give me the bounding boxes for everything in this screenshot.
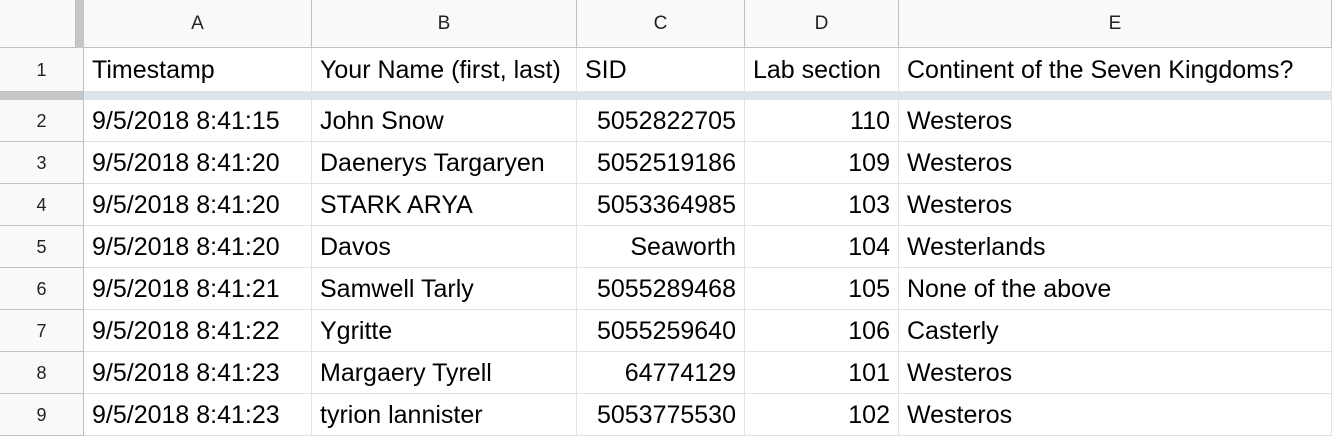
cell-b5[interactable]: Davos <box>312 226 577 268</box>
frozen-row-divider[interactable] <box>0 92 1332 100</box>
cell-d4[interactable]: 103 <box>745 184 899 226</box>
cell-a3[interactable]: 9/5/2018 8:41:20 <box>84 142 312 184</box>
row-header-6[interactable]: 6 <box>0 268 84 310</box>
cell-e8[interactable]: Westeros <box>899 352 1332 394</box>
cell-b7[interactable]: Ygritte <box>312 310 577 352</box>
cell-d2[interactable]: 110 <box>745 100 899 142</box>
row-header-3[interactable]: 3 <box>0 142 84 184</box>
cell-c8[interactable]: 64774129 <box>577 352 745 394</box>
cell-c3[interactable]: 5052519186 <box>577 142 745 184</box>
cell-a7[interactable]: 9/5/2018 8:41:22 <box>84 310 312 352</box>
cell-a2[interactable]: 9/5/2018 8:41:15 <box>84 100 312 142</box>
column-header-b[interactable]: B <box>312 0 577 48</box>
row-header-5[interactable]: 5 <box>0 226 84 268</box>
cell-b2[interactable]: John Snow <box>312 100 577 142</box>
column-header-c[interactable]: C <box>577 0 745 48</box>
cell-a8[interactable]: 9/5/2018 8:41:23 <box>84 352 312 394</box>
column-header-a[interactable]: A <box>84 0 312 48</box>
row-header-4[interactable]: 4 <box>0 184 84 226</box>
row-header-8[interactable]: 8 <box>0 352 84 394</box>
cell-e5[interactable]: Westerlands <box>899 226 1332 268</box>
cell-e2[interactable]: Westeros <box>899 100 1332 142</box>
cell-d1[interactable]: Lab section <box>745 48 899 92</box>
cell-a4[interactable]: 9/5/2018 8:41:20 <box>84 184 312 226</box>
cell-e4[interactable]: Westeros <box>899 184 1332 226</box>
cell-e9[interactable]: Westeros <box>899 394 1332 436</box>
cell-e1[interactable]: Continent of the Seven Kingdoms? <box>899 48 1332 92</box>
select-all-corner[interactable] <box>0 0 76 48</box>
cell-d8[interactable]: 101 <box>745 352 899 394</box>
frozen-column-handle[interactable] <box>76 0 84 48</box>
row-header-7[interactable]: 7 <box>0 310 84 352</box>
cell-b1[interactable]: Your Name (first, last) <box>312 48 577 92</box>
cell-b3[interactable]: Daenerys Targaryen <box>312 142 577 184</box>
cell-d5[interactable]: 104 <box>745 226 899 268</box>
cell-b6[interactable]: Samwell Tarly <box>312 268 577 310</box>
cell-b9[interactable]: tyrion lannister <box>312 394 577 436</box>
cell-c6[interactable]: 5055289468 <box>577 268 745 310</box>
cell-e7[interactable]: Casterly <box>899 310 1332 352</box>
cell-d7[interactable]: 106 <box>745 310 899 352</box>
column-header-e[interactable]: E <box>899 0 1332 48</box>
cell-c4[interactable]: 5053364985 <box>577 184 745 226</box>
cell-a5[interactable]: 9/5/2018 8:41:20 <box>84 226 312 268</box>
column-header-d[interactable]: D <box>745 0 899 48</box>
cell-a9[interactable]: 9/5/2018 8:41:23 <box>84 394 312 436</box>
cell-c7[interactable]: 5055259640 <box>577 310 745 352</box>
row-header-9[interactable]: 9 <box>0 394 84 436</box>
cell-c2[interactable]: 5052822705 <box>577 100 745 142</box>
cell-a1[interactable]: Timestamp <box>84 48 312 92</box>
frozen-row-handle[interactable] <box>0 92 84 100</box>
cell-e6[interactable]: None of the above <box>899 268 1332 310</box>
cell-c1[interactable]: SID <box>577 48 745 92</box>
cell-a6[interactable]: 9/5/2018 8:41:21 <box>84 268 312 310</box>
cell-d9[interactable]: 102 <box>745 394 899 436</box>
cell-d6[interactable]: 105 <box>745 268 899 310</box>
cell-c5[interactable]: Seaworth <box>577 226 745 268</box>
row-header-1[interactable]: 1 <box>0 48 84 92</box>
cell-c9[interactable]: 5053775530 <box>577 394 745 436</box>
row-header-2[interactable]: 2 <box>0 100 84 142</box>
cell-b8[interactable]: Margaery Tyrell <box>312 352 577 394</box>
cell-e3[interactable]: Westeros <box>899 142 1332 184</box>
cell-d3[interactable]: 109 <box>745 142 899 184</box>
cell-b4[interactable]: STARK ARYA <box>312 184 577 226</box>
